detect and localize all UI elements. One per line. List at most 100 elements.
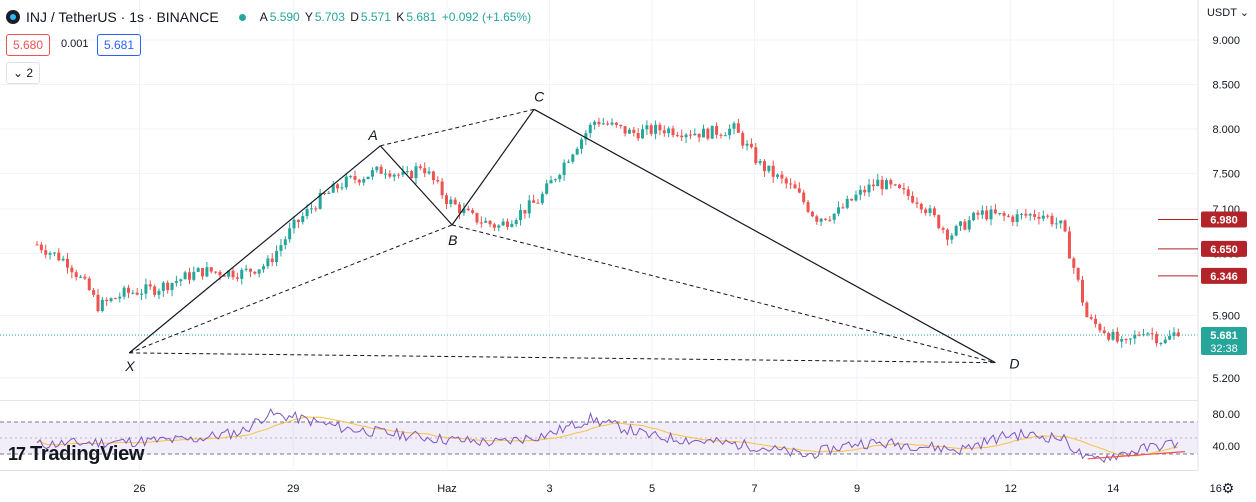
candle-body [248, 268, 252, 272]
tradingview-logo[interactable]: 17 TradingView [8, 441, 144, 467]
candle-body [671, 128, 675, 136]
candle-body [884, 180, 888, 190]
candle-body [510, 224, 514, 227]
candle-body [157, 290, 161, 295]
candle-body [279, 245, 283, 251]
time-tick-label: 29 [287, 483, 299, 495]
candle-body [266, 258, 270, 267]
candle-body [675, 135, 679, 137]
candle-body [837, 207, 841, 214]
candle-body [214, 271, 218, 273]
candle-body [1011, 216, 1015, 222]
candle-body [227, 270, 231, 277]
symbol-header: INJ / TetherUS · 1s · BINANCE A 5.590 Y 5.… [6, 6, 533, 28]
candle-body [118, 296, 122, 299]
candle-body [649, 125, 653, 134]
candle-body [179, 279, 183, 282]
rsi-pane [0, 407, 1198, 463]
candle-body [79, 276, 83, 278]
indicators-toggle-button[interactable]: ⌄ 2 [6, 62, 41, 84]
candle-body [889, 180, 893, 185]
candle-body [784, 178, 788, 184]
candle-body [388, 173, 392, 177]
candle-body [906, 189, 910, 196]
candle-body [1155, 334, 1159, 344]
time-tick-label: 12 [1005, 483, 1017, 495]
candle-body [575, 148, 579, 155]
candle-body [205, 267, 209, 277]
candle-body [475, 212, 479, 223]
buy-button[interactable]: 5.681 [97, 34, 142, 56]
candle-body [566, 161, 570, 163]
candle-body [1146, 333, 1150, 335]
candle-body [492, 224, 496, 228]
candle-body [693, 133, 697, 136]
candle-body [1054, 223, 1058, 225]
candle-body [863, 189, 867, 193]
symbol-title[interactable]: INJ / TetherUS · 1s · BINANCE [26, 9, 219, 25]
candle-body [170, 283, 174, 291]
candle-body [749, 143, 753, 148]
candle-body [789, 183, 793, 185]
candle-body [619, 124, 623, 127]
indicators-count: 2 [26, 66, 34, 80]
candle-body [536, 202, 540, 204]
candle-body [1176, 332, 1180, 337]
candle-body [1002, 213, 1006, 216]
candle-body [562, 162, 566, 176]
candle-body [362, 179, 366, 183]
candle-body [802, 192, 806, 203]
rsi-divergence-line [1087, 451, 1186, 460]
candle-body [83, 276, 87, 279]
candle-body [898, 184, 902, 189]
price-axis: 9.0008.5008.0007.5007.1006.6005.9005.200… [1158, 0, 1256, 502]
candle-body [989, 209, 993, 220]
candle-body [336, 184, 340, 189]
price-tick-label: 9.000 [1212, 35, 1240, 47]
candle-body [1028, 214, 1032, 216]
candle-body [479, 222, 483, 224]
candle-body [410, 171, 414, 179]
gear-icon[interactable]: ⚙ [1221, 480, 1235, 496]
candle-body [993, 209, 997, 214]
candle-body [815, 216, 819, 222]
candle-body [331, 184, 335, 193]
candle-body [841, 207, 845, 209]
candle-body [35, 244, 39, 246]
candle-body [471, 210, 475, 213]
candle-body [762, 161, 766, 172]
candle-body [218, 271, 222, 276]
candle-body [972, 212, 976, 221]
candle-body [1137, 334, 1141, 336]
low-value: 5.571 [360, 10, 391, 24]
currency-select[interactable]: USDT ⌄ [1204, 4, 1252, 22]
candle-body [1124, 339, 1128, 341]
level-price-label: 6.980 [1210, 215, 1238, 227]
price-tick-label: 8.000 [1212, 124, 1240, 136]
change-value: +0.092 (+1.65%) [441, 10, 532, 24]
candle-body [305, 209, 309, 217]
candle-body [1050, 215, 1054, 225]
candle-body [436, 180, 440, 182]
pattern-point-a: A [367, 127, 377, 143]
candle-body [623, 126, 627, 134]
candle-body [466, 208, 470, 211]
rsi-tick-label: 40.00 [1212, 441, 1240, 453]
candle-body [514, 220, 518, 225]
rsi-line [36, 407, 1179, 463]
candle-body [209, 267, 213, 272]
candle-body [144, 284, 148, 294]
candle-body [1085, 302, 1089, 318]
pattern-ratio-AC [380, 108, 535, 147]
candle-body [153, 286, 157, 295]
candle-body [928, 208, 932, 214]
candle-body [192, 271, 196, 280]
candle-body [915, 202, 919, 204]
pattern-point-c: C [534, 88, 545, 104]
time-tick-label: 14 [1107, 483, 1119, 495]
candle-body [427, 171, 431, 174]
candle-body [244, 268, 248, 270]
candle-body [240, 269, 244, 279]
sell-button[interactable]: 5.680 [6, 34, 51, 56]
